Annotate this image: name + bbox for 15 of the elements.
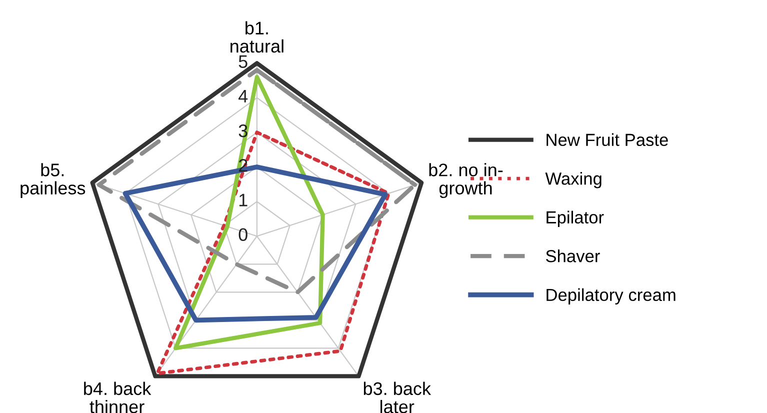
legend-label: Shaver: [546, 250, 600, 262]
legend-label: New Fruit Paste: [546, 133, 668, 146]
y-tick-label: 4: [238, 90, 248, 102]
legend-label: Waxing: [545, 172, 602, 188]
spoke-label: b1. natural: [230, 21, 284, 53]
spoke-label: b4. back thinner: [84, 382, 152, 413]
y-tick-label: 1: [239, 194, 248, 206]
spoke-label: b2. no in- growth: [429, 163, 503, 198]
legend-label: Epilator: [546, 210, 604, 227]
y-tick-label: 0: [238, 228, 248, 242]
y-tick-label: 2: [238, 159, 248, 172]
spoke-label: b5. painless: [20, 163, 86, 198]
y-tick-label: 5: [238, 55, 248, 68]
legend-label: Depilatory cream: [546, 288, 676, 304]
spoke-label: b3. back later: [364, 382, 432, 413]
